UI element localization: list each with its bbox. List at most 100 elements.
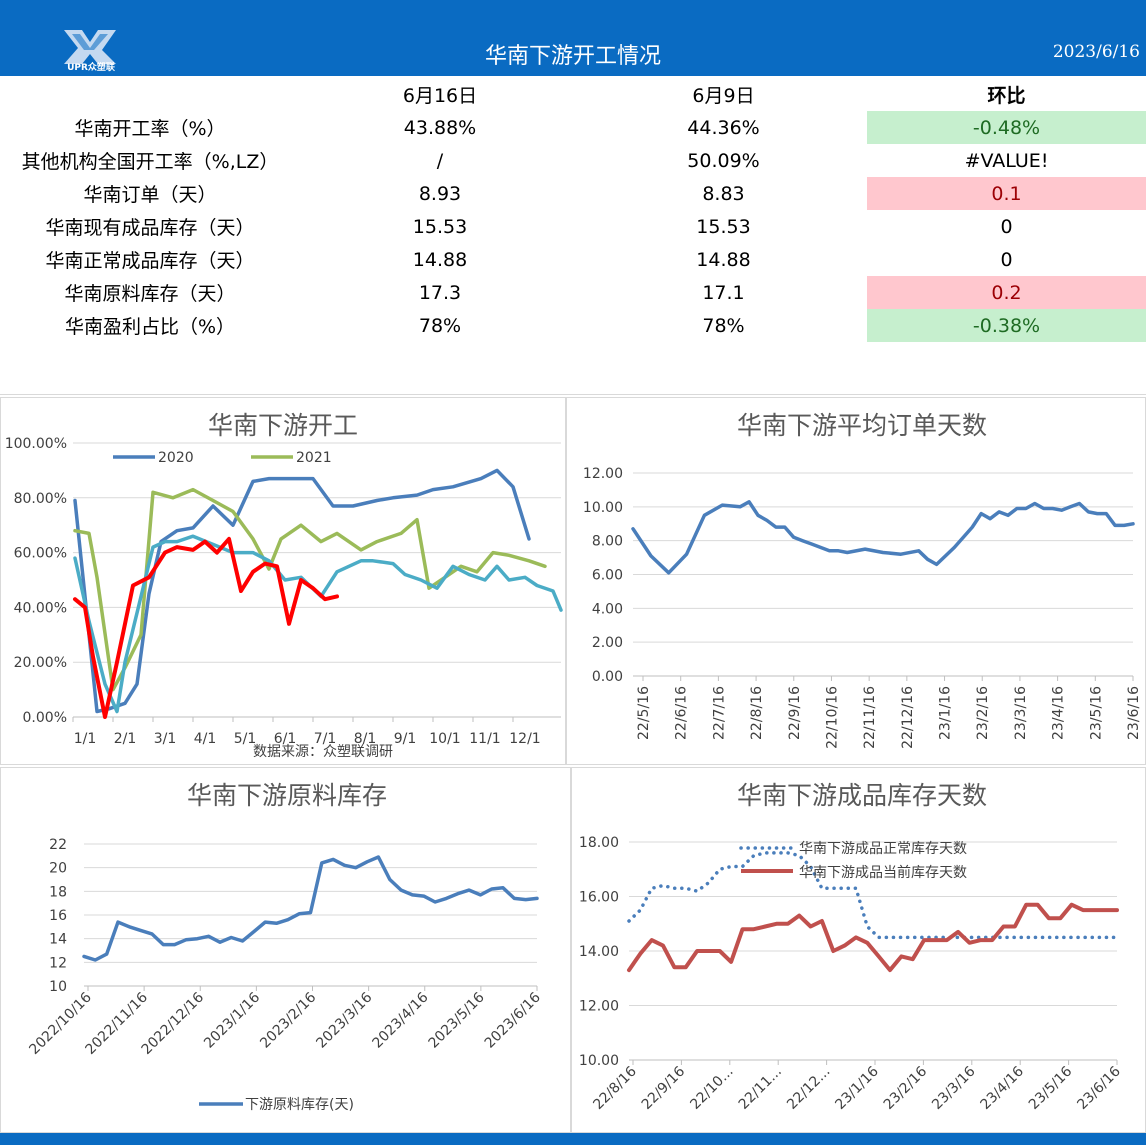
x-tick-label: 2023/3/16 bbox=[313, 989, 375, 1051]
y-tick-label: 22 bbox=[49, 837, 67, 853]
table-header-row: 6月16日 6月9日 环比 bbox=[0, 78, 1146, 111]
y-tick-label: 18 bbox=[49, 884, 67, 900]
y-tick-label: 100.00% bbox=[5, 436, 67, 452]
y-tick-label: 12.00 bbox=[583, 466, 623, 482]
row-label: 华南开工率（%） bbox=[74, 118, 226, 140]
previous-value: 14.88 bbox=[696, 248, 751, 271]
chart-title: 华南下游成品库存天数 bbox=[737, 781, 987, 810]
column-header-previous: 6月9日 bbox=[692, 85, 755, 107]
x-tick-label: 23/3/16 bbox=[1013, 686, 1029, 740]
table-row: 华南正常成品库存（天） 14.88 14.88 0 bbox=[0, 243, 1146, 276]
y-tick-label: 6.00 bbox=[592, 568, 623, 584]
x-tick-label: 23/6/16 bbox=[1126, 686, 1142, 740]
row-label: 华南原料库存（天） bbox=[64, 283, 236, 305]
table-row: 华南原料库存（天） 17.3 17.1 0.2 bbox=[0, 276, 1146, 309]
table-row: 其他机构全国开工率（%,LZ） / 50.09% #VALUE! bbox=[0, 144, 1146, 177]
y-tick-label: 12 bbox=[49, 955, 67, 971]
y-tick-label: 0.00% bbox=[23, 710, 67, 726]
y-tick-label: 8.00 bbox=[592, 534, 623, 550]
change-value: 0.1 bbox=[867, 177, 1146, 210]
row-label: 华南现有成品库存（天） bbox=[45, 217, 255, 239]
orders-chart: 华南下游平均订单天数 12.00 10.00 8.00 6.00 4.00 2.00 0.00… bbox=[583, 411, 1142, 749]
column-header-change: 环比 bbox=[987, 85, 1026, 107]
y-tick-label: 18.00 bbox=[579, 835, 619, 851]
x-tick-label: 22/12/16 bbox=[900, 686, 916, 749]
change-value: -0.38% bbox=[867, 309, 1146, 342]
row-label: 华南盈利占比（%） bbox=[64, 316, 236, 338]
current-value: / bbox=[436, 149, 444, 172]
footer-bar bbox=[0, 1133, 1146, 1145]
x-tick-label: 5/1 bbox=[234, 731, 257, 747]
raw-material-panel: 华南下游原料库存 22 20 18 16 14 12 10 2022/10/16 2022/11/… bbox=[0, 767, 571, 1133]
x-tick-label: 8/1 bbox=[354, 731, 377, 747]
previous-value: 44.36% bbox=[687, 116, 760, 139]
x-tick-label: 7/1 bbox=[314, 731, 337, 747]
page-title: 华南下游开工情况 bbox=[484, 44, 661, 69]
row-label: 华南正常成品库存（天） bbox=[45, 250, 255, 272]
chart-title: 华南下游平均订单天数 bbox=[737, 411, 987, 440]
y-tick-label: 10 bbox=[49, 979, 67, 995]
x-tick-label: 22/9/16 bbox=[787, 686, 803, 740]
series-line-0 bbox=[631, 500, 1135, 575]
y-tick-label: 12.00 bbox=[579, 999, 619, 1015]
x-tick-label: 2023/1/16 bbox=[201, 989, 263, 1051]
finished-goods-chart: 华南下游成品库存天数 18.00 16.00 14.00 12.00 10.0022/8/… bbox=[579, 781, 1124, 1113]
x-tick-label: 23/2/16 bbox=[881, 1063, 931, 1113]
series-line-2 bbox=[73, 534, 563, 714]
series-line-0 bbox=[82, 855, 539, 962]
x-tick-label: 22/10/16 bbox=[824, 686, 840, 749]
source-note: 数据来源：众塑联调研 bbox=[253, 744, 393, 760]
change-value: 0.2 bbox=[867, 276, 1146, 309]
x-tick-label: 22/5/16 bbox=[636, 686, 652, 740]
y-tick-label: 14 bbox=[49, 932, 67, 948]
legend-label: 下游原料库存(天) bbox=[245, 1097, 354, 1113]
x-tick-label: 23/4/16 bbox=[978, 1063, 1028, 1113]
y-tick-label: 16 bbox=[49, 908, 67, 924]
x-tick-label: 9/1 bbox=[394, 731, 417, 747]
x-tick-label: 12/1 bbox=[509, 731, 540, 747]
x-tick-label: 11/1 bbox=[469, 731, 500, 747]
current-value: 8.93 bbox=[418, 182, 462, 205]
x-tick-label: 22/12... bbox=[784, 1064, 833, 1113]
change-value: 0 bbox=[1000, 215, 1013, 238]
change-value: 0 bbox=[1000, 248, 1013, 271]
x-tick-label: 22/8/16 bbox=[749, 686, 765, 740]
divider bbox=[0, 394, 1146, 395]
legend-label: 2020 bbox=[158, 450, 194, 466]
row-label: 华南订单（天） bbox=[83, 184, 217, 206]
table-row: 华南盈利占比（%） 78% 78% -0.38% bbox=[0, 309, 1146, 342]
current-value: 78% bbox=[418, 314, 462, 337]
x-tick-label: 23/1/16 bbox=[832, 1063, 882, 1113]
x-tick-label: 22/7/16 bbox=[711, 686, 727, 740]
series-line-0 bbox=[627, 851, 1119, 940]
y-tick-label: 10.00 bbox=[579, 1053, 619, 1069]
legend-label: 华南下游成品正常库存天数 bbox=[799, 841, 967, 857]
current-value: 14.88 bbox=[412, 248, 468, 271]
operating-rate-panel: 华南下游开工 100.00% 80.00% 60.00% 40.00% 20.00% 0.0… bbox=[0, 397, 566, 765]
x-tick-label: 23/5/16 bbox=[1088, 686, 1104, 740]
table-row: 华南现有成品库存（天） 15.53 15.53 0 bbox=[0, 210, 1146, 243]
column-header bbox=[0, 78, 300, 111]
series-line-3 bbox=[73, 536, 339, 719]
x-tick-label: 3/1 bbox=[154, 731, 177, 747]
previous-value: 50.09% bbox=[687, 149, 760, 172]
change-value: -0.48% bbox=[867, 111, 1146, 144]
legend-label: 2021 bbox=[296, 450, 332, 466]
series-line-0 bbox=[73, 468, 531, 714]
raw-material-chart: 华南下游原料库存222018161412102022/10/162022/11/… bbox=[26, 781, 543, 1113]
x-tick-label: 10/1 bbox=[429, 731, 460, 747]
current-value: 15.53 bbox=[412, 215, 468, 238]
chart-title: 华南下游开工 bbox=[208, 411, 358, 440]
legend-label: 华南下游成品当前库存天数 bbox=[799, 864, 967, 881]
y-tick-label: 2.00 bbox=[592, 635, 623, 651]
y-tick-label: 80.00% bbox=[14, 491, 67, 507]
operating-rate-chart: 华南下游开工 100.00% 80.00% 60.00% 40.00% 20.00% 0.0… bbox=[5, 411, 563, 760]
x-tick-label: 22/11... bbox=[736, 1064, 785, 1113]
logo-text: UPR众塑联 bbox=[67, 61, 116, 72]
series-line-1 bbox=[627, 902, 1119, 973]
previous-value: 15.53 bbox=[696, 215, 751, 238]
x-tick-label: 22/6/16 bbox=[674, 686, 690, 740]
x-tick-label: 23/4/16 bbox=[1051, 686, 1067, 740]
x-tick-label: 23/2/16 bbox=[975, 686, 991, 740]
y-tick-label: 20 bbox=[49, 861, 67, 877]
